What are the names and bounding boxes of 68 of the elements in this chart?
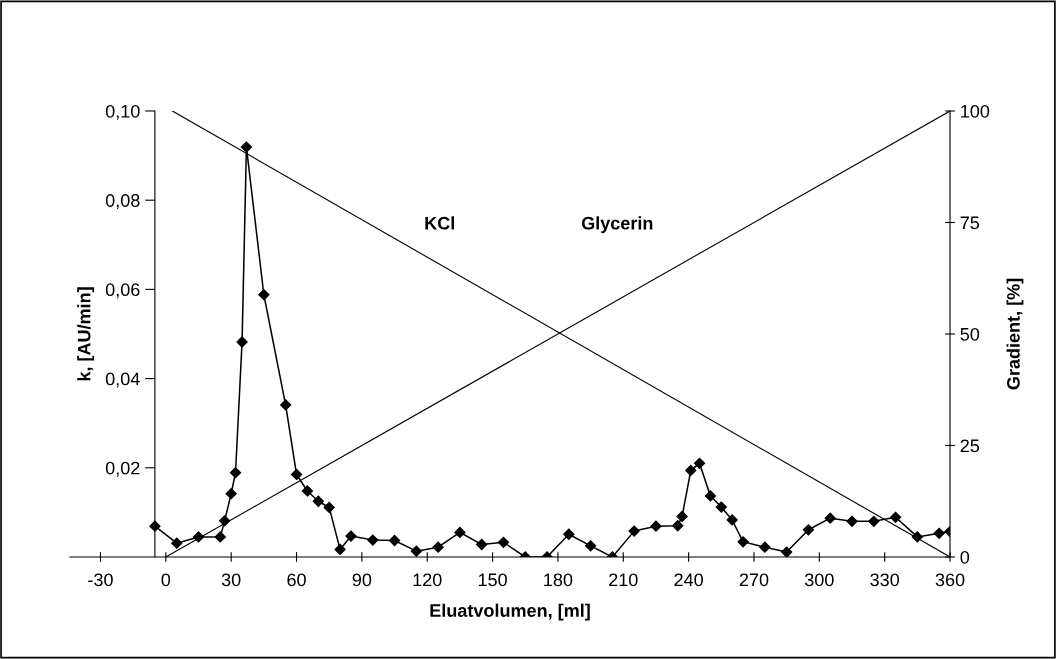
point [323,501,335,514]
point [693,457,706,469]
point [824,512,836,524]
point [802,524,815,536]
x-tick-label: 60 [287,573,306,587]
point [410,545,422,557]
y-tick-label: 0,08 [105,194,140,210]
point [868,515,880,527]
point [759,541,771,553]
point [367,534,379,546]
y2-axis-title: Gradient, [%] [1006,278,1024,390]
point [685,464,697,477]
point [676,510,688,523]
point [726,514,738,526]
x-tick-label: 120 [413,573,442,587]
point [229,467,242,479]
x-tick-label: 30 [221,573,241,587]
point [334,543,346,556]
x-tick-label: 180 [544,573,573,587]
y2-tick-label: 75 [960,216,980,230]
point [290,468,303,481]
x-tick-label: 330 [870,573,900,587]
x-tick-label: 90 [352,573,372,587]
x-tick-label: 360 [935,573,965,587]
x-tick-label: 0 [161,573,171,587]
y2-tick-label: 50 [960,327,980,341]
point [225,488,237,500]
point [846,515,858,527]
point [388,534,401,547]
point [672,520,684,532]
point [628,525,640,537]
point [737,536,749,548]
x-tick-label: 210 [609,573,638,587]
y-tick-label: 0,04 [105,372,140,388]
y2-tick-label: 100 [961,104,990,118]
y-tick-label: 0,02 [105,461,140,477]
point [889,511,902,523]
point [301,485,314,497]
point [497,536,510,548]
y2-tick-label: 25 [960,439,980,453]
point [454,526,466,539]
x-tick-label: 270 [739,573,769,587]
point [432,541,444,553]
y2-tick-label: 0 [960,550,970,564]
x-tick-label: 240 [674,573,703,587]
point [933,527,945,539]
point [240,141,253,153]
point [715,501,727,513]
x-tick-label: 150 [478,573,507,587]
point [280,399,292,411]
point [476,538,488,551]
annotation: KCl [425,216,454,230]
point [584,540,597,552]
y-axis-title: k, [AU/min] [77,287,95,381]
point [312,495,324,507]
x-tick-label: 300 [804,573,834,587]
y-tick-label: 0,10 [105,104,140,120]
x-tick-label: -30 [88,573,113,587]
point [704,490,717,502]
x-axis-title: Eluatvolumen, [ml] [430,603,590,621]
point [258,289,270,301]
point [781,546,793,557]
point [650,520,662,532]
annotation: Glycerin [581,216,653,234]
point [171,537,183,549]
point [214,531,226,543]
y-tick-label: 0,06 [105,283,140,299]
point [563,528,575,540]
